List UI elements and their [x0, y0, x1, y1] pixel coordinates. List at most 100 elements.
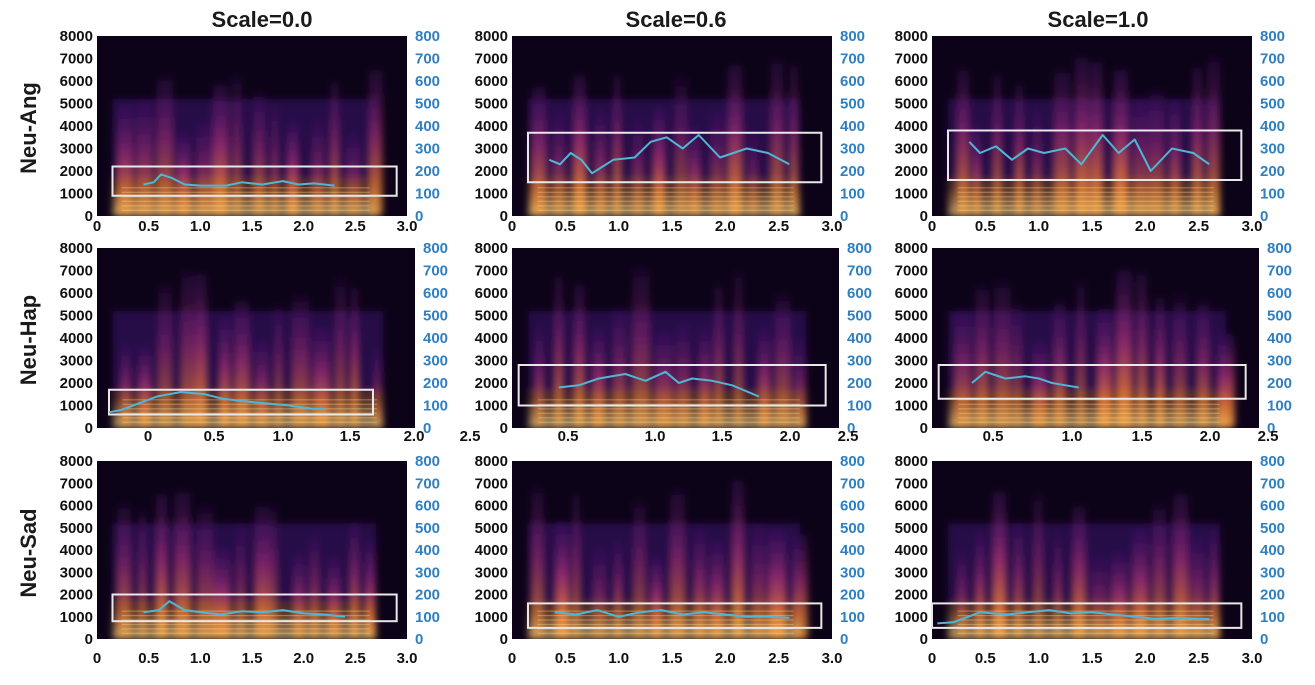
y2-tick-label: 100: [840, 186, 865, 203]
formant-column: [219, 315, 231, 428]
y2-tick-label: 400: [415, 542, 440, 559]
formant-column: [157, 284, 173, 428]
y2-tick-label: 200: [840, 163, 865, 180]
spectrogram-panel: 0100020003000400050006000700080000100200…: [60, 453, 440, 667]
spectrogram-panel: 0100020003000400050006000700080000100200…: [895, 240, 1292, 445]
y-tick-label: 3000: [475, 564, 508, 581]
y2-tick-label: 400: [423, 330, 448, 347]
formant-column: [156, 76, 174, 216]
y-tick-label: 7000: [60, 475, 93, 492]
x-tick-label: 2.0: [1135, 218, 1156, 235]
harmonic-stripe: [122, 399, 377, 401]
formant-column: [768, 529, 786, 639]
formant-column: [269, 506, 278, 639]
formant-column: [632, 268, 650, 428]
y2-tick-label: 800: [840, 453, 865, 470]
y2-tick-label: 100: [1267, 398, 1292, 415]
y-tick-label: 3000: [60, 564, 93, 581]
y-tick-label: 6000: [60, 498, 93, 515]
y-tick-label: 2000: [475, 163, 508, 180]
y2-tick-label: 800: [1260, 28, 1285, 45]
y2-tick-label: 600: [1267, 285, 1292, 302]
y-tick-label: 0: [920, 208, 928, 225]
formant-column: [138, 345, 151, 428]
harmonic-stripe: [957, 619, 1214, 621]
y2-tick-label: 300: [1267, 353, 1292, 370]
harmonic-stripe: [122, 412, 377, 414]
harmonic-stripe: [538, 421, 800, 423]
harmonic-stripe: [121, 619, 370, 621]
harmonic-stripe: [121, 191, 370, 193]
x-tick-label: 2.0: [293, 650, 314, 667]
formant-column: [975, 286, 989, 428]
formant-column: [1089, 61, 1103, 216]
formant-column: [994, 282, 1011, 428]
y2-tick-label: 300: [423, 353, 448, 370]
y-tick-label: 7000: [475, 475, 508, 492]
x-tick-label: 2.5: [768, 650, 789, 667]
y2-tick-label: 400: [1260, 118, 1285, 135]
highlight-box: [947, 129, 1243, 181]
y-tick-label: 5000: [60, 308, 93, 325]
x-tick-label: 1.0: [1028, 650, 1049, 667]
y-tick-label: 8000: [475, 28, 508, 45]
highlight-box: [527, 131, 823, 184]
harmonic-stripe: [537, 619, 794, 621]
y-tick-label: 7000: [895, 475, 928, 492]
x-tick-label: 3.0: [822, 218, 843, 235]
harmonic-stripe: [121, 200, 370, 202]
x-tick-label: 2.5: [838, 428, 859, 445]
harmonic-stripe: [538, 417, 800, 419]
formant-column: [555, 521, 570, 639]
formant-column: [1054, 533, 1062, 639]
x-tick-label: 1.0: [645, 428, 666, 445]
formant-column: [1152, 505, 1166, 639]
y-tick-label: 1000: [60, 186, 93, 203]
y2-tick-label: 200: [1267, 375, 1292, 392]
y-tick-label: 3000: [895, 564, 928, 581]
y2-tick-label: 200: [847, 375, 872, 392]
formant-column: [1169, 98, 1180, 216]
y-tick-label: 5000: [475, 520, 508, 537]
formant-column: [117, 504, 131, 639]
x-tick-label: 3.0: [822, 650, 843, 667]
x-tick-label: 0.5: [975, 650, 996, 667]
column-title-scale-06: Scale=0.6: [626, 7, 727, 32]
pitch-contour: [937, 609, 1210, 625]
x-tick-label: 2.5: [345, 650, 366, 667]
x-tick-label: 3.0: [397, 650, 418, 667]
formant-column: [689, 127, 701, 216]
y2-tick-label: 800: [1260, 453, 1285, 470]
y2-tick-label: 500: [840, 96, 865, 113]
harmonic-stripe: [537, 205, 794, 207]
harmonic-stripe: [122, 417, 377, 419]
y-tick-label: 7000: [60, 263, 93, 280]
x-tick-label: 0: [93, 650, 101, 667]
y-tick-label: 3000: [60, 353, 93, 370]
formant-column: [271, 104, 278, 216]
formant-column: [1097, 308, 1112, 428]
formant-column: [698, 328, 711, 428]
y2-tick-label: 100: [423, 398, 448, 415]
y-tick-label: 7000: [60, 51, 93, 68]
highlight-box: [937, 364, 1247, 400]
y-tick-label: 5000: [895, 308, 928, 325]
x-tick-label: 0: [928, 650, 936, 667]
formant-column: [653, 107, 665, 216]
y-tick-label: 3000: [60, 141, 93, 158]
y-tick-label: 4000: [60, 330, 93, 347]
formant-column: [650, 555, 663, 639]
y2-tick-label: 0: [847, 420, 855, 437]
y-tick-label: 4000: [895, 330, 928, 347]
formant-column: [234, 300, 250, 428]
y2-tick-label: 200: [840, 587, 865, 604]
harmonic-stripe: [958, 403, 1220, 405]
formant-column: [632, 117, 644, 216]
formant-column: [309, 534, 320, 639]
formant-column: [794, 339, 806, 428]
formant-column: [253, 92, 266, 216]
y2-tick-label: 0: [1260, 631, 1268, 648]
y2-tick-label: 500: [1267, 308, 1292, 325]
y2-tick-label: 500: [423, 308, 448, 325]
y2-tick-label: 600: [423, 285, 448, 302]
